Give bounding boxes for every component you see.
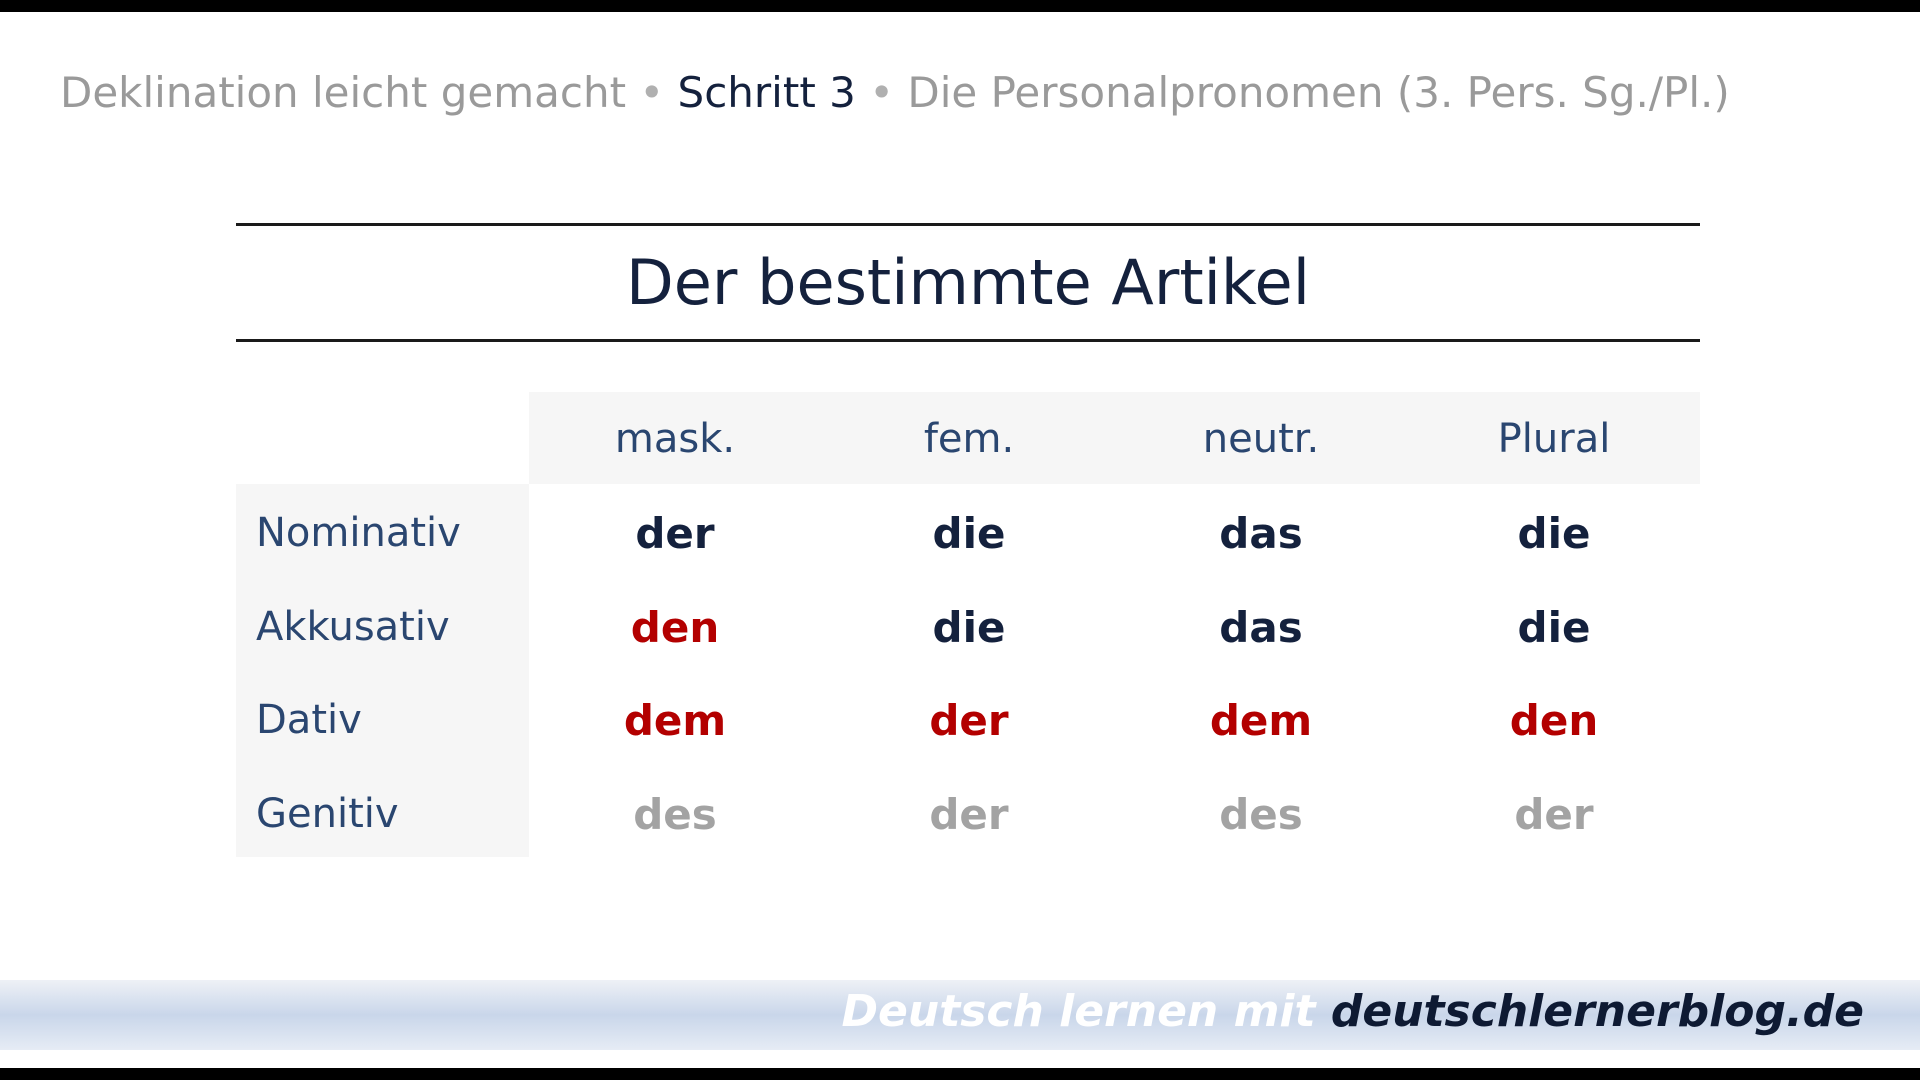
article-cell: die (932, 603, 1006, 652)
article-cell: der (1514, 790, 1594, 839)
breadcrumb-separator: • (869, 68, 895, 117)
article-cell: das (1219, 509, 1303, 558)
article-cell: dem (623, 696, 727, 745)
bottom-letterbox (0, 1068, 1920, 1080)
breadcrumb-topic: Die Personalpronomen (3. Pers. Sg./Pl.) (907, 68, 1730, 117)
breadcrumb: Deklination leicht gemacht • Schritt 3 •… (60, 68, 1730, 117)
breadcrumb-course: Deklination leicht gemacht (60, 68, 627, 117)
column-header: fem. (923, 416, 1015, 462)
article-cell: der (635, 509, 715, 558)
row-label: Akkusativ (256, 604, 450, 650)
article-cell: die (1517, 509, 1591, 558)
footer-branding: Deutsch lernen mit deutschlernerblog.de (842, 986, 1865, 1037)
footer-site: deutschlernerblog.de (1330, 986, 1864, 1037)
breadcrumb-separator: • (639, 68, 665, 117)
article-cell: des (1219, 790, 1303, 839)
breadcrumb-step: Schritt 3 (677, 68, 856, 117)
footer-band (0, 980, 1920, 1050)
article-cell: das (1219, 603, 1303, 652)
article-cell: die (1517, 603, 1591, 652)
top-letterbox (0, 0, 1920, 12)
column-header: neutr. (1202, 416, 1320, 462)
article-cell: des (633, 790, 717, 839)
top-rule (236, 223, 1700, 226)
row-label: Nominativ (256, 510, 461, 556)
column-header: mask. (614, 416, 736, 462)
article-cell: den (630, 603, 720, 652)
article-cell: den (1509, 696, 1599, 745)
row-label: Dativ (256, 697, 362, 743)
column-header-background (529, 392, 1700, 484)
bottom-rule (236, 339, 1700, 342)
article-cell: die (932, 509, 1006, 558)
article-cell: der (929, 790, 1009, 839)
article-cell: dem (1209, 696, 1313, 745)
article-cell: der (929, 696, 1009, 745)
column-header: Plural (1497, 416, 1611, 462)
footer-prefix: Deutsch lernen mit (841, 986, 1316, 1037)
row-label-background (236, 484, 529, 857)
page-title: Der bestimmte Artikel (626, 246, 1310, 319)
row-label: Genitiv (256, 791, 399, 837)
